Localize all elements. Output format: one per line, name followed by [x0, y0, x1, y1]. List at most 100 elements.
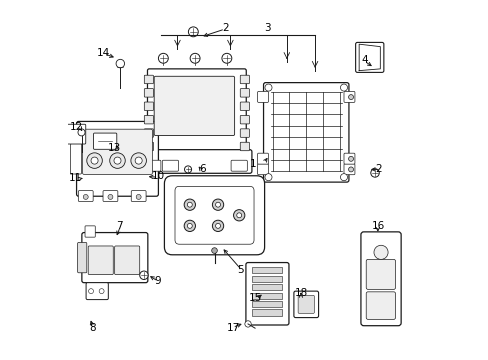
FancyBboxPatch shape: [70, 144, 81, 174]
Text: 12: 12: [70, 122, 83, 132]
Circle shape: [215, 202, 220, 207]
Circle shape: [116, 59, 124, 68]
Bar: [252, 276, 282, 282]
FancyBboxPatch shape: [366, 259, 395, 289]
FancyBboxPatch shape: [343, 164, 354, 175]
FancyBboxPatch shape: [77, 121, 158, 196]
Text: 4: 4: [361, 55, 367, 65]
FancyBboxPatch shape: [257, 91, 268, 102]
Circle shape: [264, 174, 271, 181]
Circle shape: [136, 194, 141, 199]
Circle shape: [78, 129, 85, 136]
FancyBboxPatch shape: [144, 129, 153, 137]
FancyBboxPatch shape: [142, 150, 251, 173]
FancyBboxPatch shape: [85, 226, 95, 237]
FancyBboxPatch shape: [164, 176, 264, 255]
FancyBboxPatch shape: [360, 232, 400, 326]
Text: 16: 16: [371, 221, 385, 231]
Text: 17: 17: [226, 323, 239, 333]
Circle shape: [264, 84, 271, 91]
FancyBboxPatch shape: [240, 142, 249, 151]
FancyBboxPatch shape: [240, 75, 249, 84]
Bar: [252, 267, 282, 274]
Circle shape: [244, 321, 251, 327]
FancyBboxPatch shape: [257, 153, 268, 164]
Bar: [252, 310, 282, 316]
FancyBboxPatch shape: [144, 160, 161, 171]
Circle shape: [187, 202, 192, 207]
Circle shape: [370, 169, 379, 177]
Circle shape: [99, 289, 104, 294]
Text: 10: 10: [151, 171, 164, 181]
FancyBboxPatch shape: [78, 190, 93, 202]
Circle shape: [348, 156, 353, 161]
Circle shape: [215, 224, 220, 228]
Circle shape: [187, 224, 192, 228]
FancyBboxPatch shape: [154, 76, 234, 136]
FancyBboxPatch shape: [103, 190, 118, 202]
Circle shape: [140, 271, 148, 279]
Text: 14: 14: [97, 48, 110, 58]
Circle shape: [135, 157, 142, 164]
Circle shape: [158, 53, 168, 63]
FancyBboxPatch shape: [82, 129, 152, 174]
Circle shape: [348, 167, 353, 172]
Text: 7: 7: [116, 221, 122, 231]
Circle shape: [91, 157, 98, 164]
FancyBboxPatch shape: [81, 233, 147, 283]
Circle shape: [108, 194, 113, 199]
FancyBboxPatch shape: [240, 89, 249, 97]
Circle shape: [88, 289, 93, 294]
FancyBboxPatch shape: [86, 283, 108, 300]
Text: 2: 2: [222, 23, 228, 33]
FancyBboxPatch shape: [343, 91, 354, 102]
FancyBboxPatch shape: [366, 292, 395, 319]
FancyBboxPatch shape: [240, 116, 249, 124]
FancyBboxPatch shape: [240, 129, 249, 137]
FancyBboxPatch shape: [114, 246, 140, 275]
Text: 11: 11: [68, 173, 81, 183]
Circle shape: [87, 153, 102, 168]
Text: 15: 15: [248, 293, 261, 303]
Circle shape: [109, 153, 125, 168]
Circle shape: [83, 194, 88, 199]
FancyBboxPatch shape: [144, 116, 153, 124]
Text: 5: 5: [237, 265, 244, 275]
Circle shape: [131, 153, 146, 168]
FancyBboxPatch shape: [93, 133, 117, 149]
FancyBboxPatch shape: [257, 164, 268, 175]
FancyBboxPatch shape: [144, 142, 153, 151]
FancyBboxPatch shape: [144, 102, 153, 111]
Circle shape: [184, 199, 195, 210]
Text: 2: 2: [374, 165, 381, 174]
Circle shape: [188, 27, 198, 37]
Circle shape: [222, 53, 231, 63]
Bar: [252, 301, 282, 307]
FancyBboxPatch shape: [293, 291, 318, 318]
Circle shape: [114, 157, 121, 164]
FancyBboxPatch shape: [298, 295, 314, 313]
Circle shape: [373, 245, 387, 259]
Text: 6: 6: [199, 165, 205, 174]
Text: 18: 18: [294, 288, 307, 298]
FancyBboxPatch shape: [88, 246, 113, 275]
Text: 3: 3: [264, 23, 270, 33]
Circle shape: [211, 248, 217, 253]
FancyBboxPatch shape: [147, 69, 246, 157]
FancyBboxPatch shape: [131, 190, 146, 202]
FancyBboxPatch shape: [245, 262, 288, 325]
Text: 8: 8: [89, 323, 95, 333]
Text: 9: 9: [154, 275, 161, 285]
Circle shape: [184, 220, 195, 231]
Circle shape: [212, 199, 223, 210]
FancyBboxPatch shape: [175, 186, 253, 244]
FancyBboxPatch shape: [231, 160, 247, 171]
Circle shape: [184, 166, 191, 173]
FancyBboxPatch shape: [144, 75, 153, 84]
Text: 1: 1: [249, 159, 256, 169]
FancyBboxPatch shape: [144, 89, 153, 97]
Circle shape: [233, 210, 244, 221]
Bar: [252, 284, 282, 291]
FancyBboxPatch shape: [240, 102, 249, 111]
Circle shape: [348, 95, 353, 100]
